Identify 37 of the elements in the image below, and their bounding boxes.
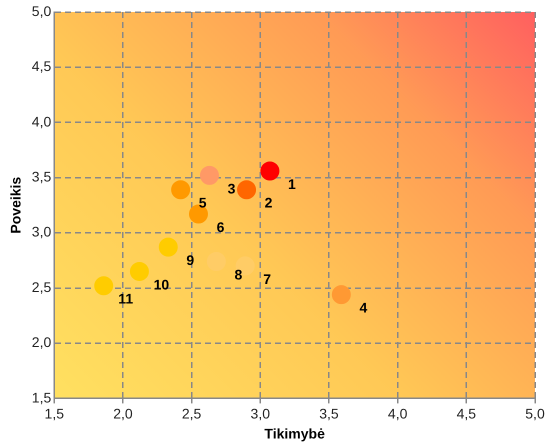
series-label: 8 bbox=[234, 266, 242, 282]
series-label: 4 bbox=[359, 299, 368, 316]
series-label: 9 bbox=[186, 252, 194, 268]
x-tick-label: 4,0 bbox=[388, 406, 408, 422]
y-tick-label: 2,5 bbox=[32, 278, 52, 295]
point bbox=[332, 285, 351, 304]
x-tick-label: 4,5 bbox=[456, 406, 476, 422]
y-tick-label: 3,0 bbox=[32, 224, 52, 240]
series-label: 6 bbox=[216, 218, 225, 235]
series-label: 2 bbox=[264, 194, 273, 211]
x-tick-label: 1,5 bbox=[44, 406, 64, 422]
x-tick-label: 2,0 bbox=[113, 406, 133, 422]
point bbox=[158, 238, 178, 257]
point bbox=[260, 161, 280, 180]
point bbox=[94, 276, 114, 296]
series-label: 10 bbox=[154, 276, 170, 292]
x-tick-label: 2,5 bbox=[182, 406, 202, 422]
x-tick-label: 3,0 bbox=[250, 406, 270, 422]
point bbox=[130, 262, 149, 281]
y-tick-label: 4,0 bbox=[32, 113, 52, 130]
y-tick-label: 5,0 bbox=[32, 2, 52, 19]
y-axis-title: Poveikis bbox=[7, 176, 24, 234]
series-label: 11 bbox=[118, 290, 134, 307]
point bbox=[237, 180, 256, 200]
point bbox=[171, 180, 190, 200]
x-tick-label: 5,0 bbox=[525, 406, 545, 422]
series-label: 7 bbox=[263, 270, 272, 287]
point bbox=[200, 166, 219, 185]
series-label: 1 bbox=[288, 176, 296, 192]
x-tick-label: 3,5 bbox=[319, 406, 339, 422]
series-label: 5 bbox=[198, 194, 207, 211]
y-tick-label: 3,5 bbox=[32, 168, 52, 184]
y-tick-label: 1,5 bbox=[32, 389, 52, 406]
y-tick-label: 2,0 bbox=[32, 334, 52, 350]
series-label: 3 bbox=[228, 180, 236, 196]
x-axis-title: Tikimybė bbox=[264, 425, 326, 442]
y-tick-label: 4,5 bbox=[32, 58, 52, 74]
